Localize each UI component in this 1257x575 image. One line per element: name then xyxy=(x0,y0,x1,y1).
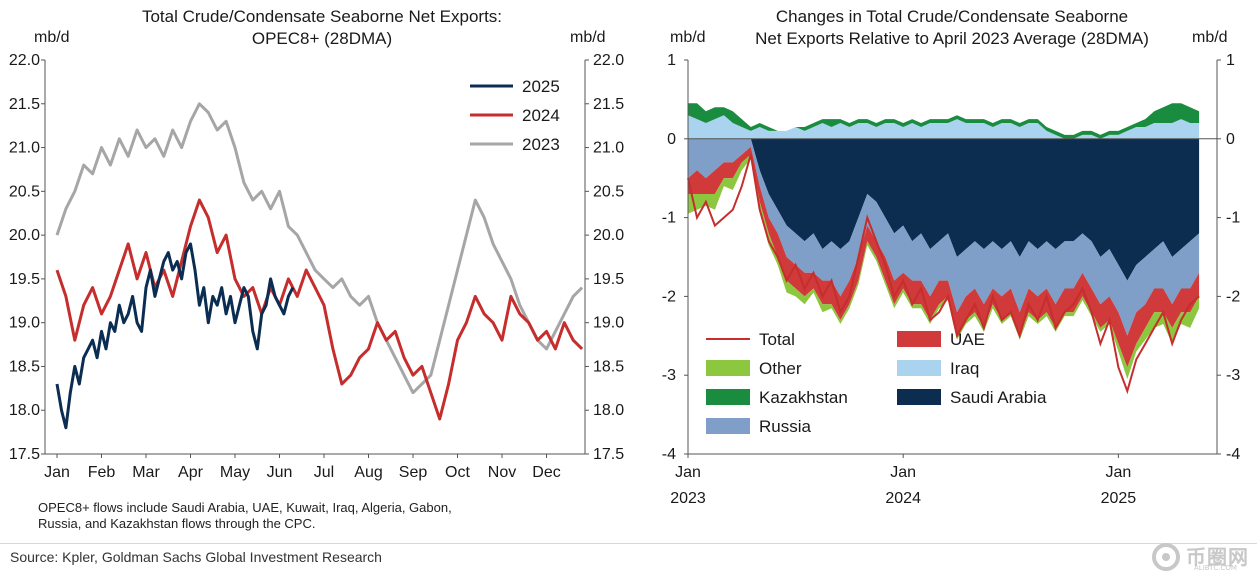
left-ytick-label: 18.0 xyxy=(9,402,40,419)
left-xtick-label: Oct xyxy=(445,464,470,481)
left-ytick-label: 20.5 xyxy=(9,183,40,200)
footer-divider xyxy=(0,543,1257,544)
left-xtick-label: Apr xyxy=(178,464,204,481)
watermark-subtext: ALIBTC.COM xyxy=(1194,564,1237,572)
legend-swatch-russia xyxy=(706,418,750,434)
left-ytick-label-right: 22.0 xyxy=(593,52,624,69)
left-ytick-label-right: 20.0 xyxy=(593,227,624,244)
legend-swatch-saudi-arabia xyxy=(897,389,941,405)
left-chart-subtitle: OPEC8+ (28DMA) xyxy=(252,29,392,48)
right-ytick-label: -3 xyxy=(662,367,676,384)
right-xtick-month: Jan xyxy=(890,464,916,481)
right-xtick-year: 2024 xyxy=(885,490,921,507)
right-ytick-label-right: 0 xyxy=(1226,131,1235,148)
right-y-axis-label-left: mb/d xyxy=(670,29,706,46)
left-chart-footnote: OPEC8+ flows include Saudi Arabia, UAE, … xyxy=(38,500,452,531)
right-y-axis-label-right: mb/d xyxy=(1192,29,1228,46)
left-xtick-label: Dec xyxy=(532,464,560,481)
right-ytick-label-right: -2 xyxy=(1226,288,1240,305)
right-xtick-year: 2025 xyxy=(1101,490,1137,507)
area-uae xyxy=(688,146,1200,368)
legend-label-uae: UAE xyxy=(950,330,985,349)
right-xtick-month: Jan xyxy=(1105,464,1131,481)
legend-swatch-iraq xyxy=(897,360,941,376)
source-text: Source: Kpler, Goldman Sachs Global Inve… xyxy=(10,549,382,565)
right-ytick-label: 1 xyxy=(667,52,676,69)
legend-label-total: Total xyxy=(759,330,795,349)
legend-swatch-uae xyxy=(897,331,941,347)
area-kazakhstan xyxy=(688,103,1200,139)
legend-swatch-other xyxy=(706,360,750,376)
left-ytick-label-right: 20.5 xyxy=(593,183,624,200)
left-ytick-label: 22.0 xyxy=(9,52,40,69)
right-xtick-year: 2023 xyxy=(670,490,706,507)
left-ytick-label-right: 21.5 xyxy=(593,96,624,113)
legend-label-other: Other xyxy=(759,359,802,378)
right-ytick-label-right: -4 xyxy=(1226,446,1240,463)
left-ytick-label-right: 17.5 xyxy=(593,446,624,463)
left-ytick-label: 19.0 xyxy=(9,315,40,332)
right-ytick-label-right: 1 xyxy=(1226,52,1235,69)
chart-canvas: Total Crude/Condensate Seaborne Net Expo… xyxy=(9,7,1240,507)
left-xtick-label: Jul xyxy=(314,464,334,481)
watermark-logo-icon xyxy=(1152,543,1180,571)
left-xtick-label: Jun xyxy=(267,464,293,481)
left-ytick-label-right: 19.0 xyxy=(593,315,624,332)
series-line-2024 xyxy=(55,198,584,421)
left-ytick-label-right: 18.5 xyxy=(593,358,624,375)
left-ytick-label: 21.0 xyxy=(9,140,40,157)
left-xtick-label: Aug xyxy=(354,464,382,481)
right-ytick-label: 0 xyxy=(667,131,676,148)
left-ytick-label: 20.0 xyxy=(9,227,40,244)
total-line xyxy=(687,154,1200,395)
left-ytick-label-right: 18.0 xyxy=(593,402,624,419)
watermark: 币圈网 ALIBTC.COM xyxy=(1148,541,1253,573)
legend-swatch-kazakhstan xyxy=(706,389,750,405)
right-ytick-label-right: -1 xyxy=(1226,210,1240,227)
right-chart-title: Changes in Total Crude/Condensate Seabor… xyxy=(776,7,1128,26)
left-xtick-label: Nov xyxy=(488,464,516,481)
watermark-text: 币圈网 xyxy=(1186,545,1249,569)
area-saudi-arabia xyxy=(688,138,1200,281)
area-russia xyxy=(688,138,1200,336)
left-xtick-label: Jan xyxy=(44,464,70,481)
legend-label-iraq: Iraq xyxy=(950,359,979,378)
right-ytick-label: -2 xyxy=(662,288,676,305)
left-ytick-label: 19.5 xyxy=(9,271,40,288)
legend-label-2025: 2025 xyxy=(522,77,560,96)
left-xtick-label: Feb xyxy=(88,464,116,481)
left-y-axis-label-right: mb/d xyxy=(570,29,606,46)
left-ytick-label: 17.5 xyxy=(9,446,40,463)
left-xtick-label: May xyxy=(220,464,250,481)
left-ytick-label: 18.5 xyxy=(9,358,40,375)
area-iraq xyxy=(688,115,1200,139)
right-ytick-label-right: -3 xyxy=(1226,367,1240,384)
left-ytick-label-right: 21.0 xyxy=(593,140,624,157)
right-ytick-label: -4 xyxy=(662,446,676,463)
legend-label-2023: 2023 xyxy=(522,135,560,154)
legend-label-saudi-arabia: Saudi Arabia xyxy=(950,388,1047,407)
legend-label-kazakhstan: Kazakhstan xyxy=(759,388,848,407)
left-ytick-label-right: 19.5 xyxy=(593,271,624,288)
right-chart-subtitle: Net Exports Relative to April 2023 Avera… xyxy=(755,29,1149,48)
legend-label-2024: 2024 xyxy=(522,106,560,125)
left-xtick-label: Mar xyxy=(132,464,160,481)
right-ytick-label: -1 xyxy=(662,210,676,227)
legend-label-russia: Russia xyxy=(759,417,812,436)
left-ytick-label: 21.5 xyxy=(9,96,40,113)
left-y-axis-label-left: mb/d xyxy=(34,29,70,46)
right-xtick-month: Jan xyxy=(675,464,701,481)
series-line-2023 xyxy=(55,102,584,395)
left-chart-title: Total Crude/Condensate Seaborne Net Expo… xyxy=(142,7,502,26)
left-xtick-label: Sep xyxy=(399,464,428,481)
series-line-2025 xyxy=(55,242,295,430)
